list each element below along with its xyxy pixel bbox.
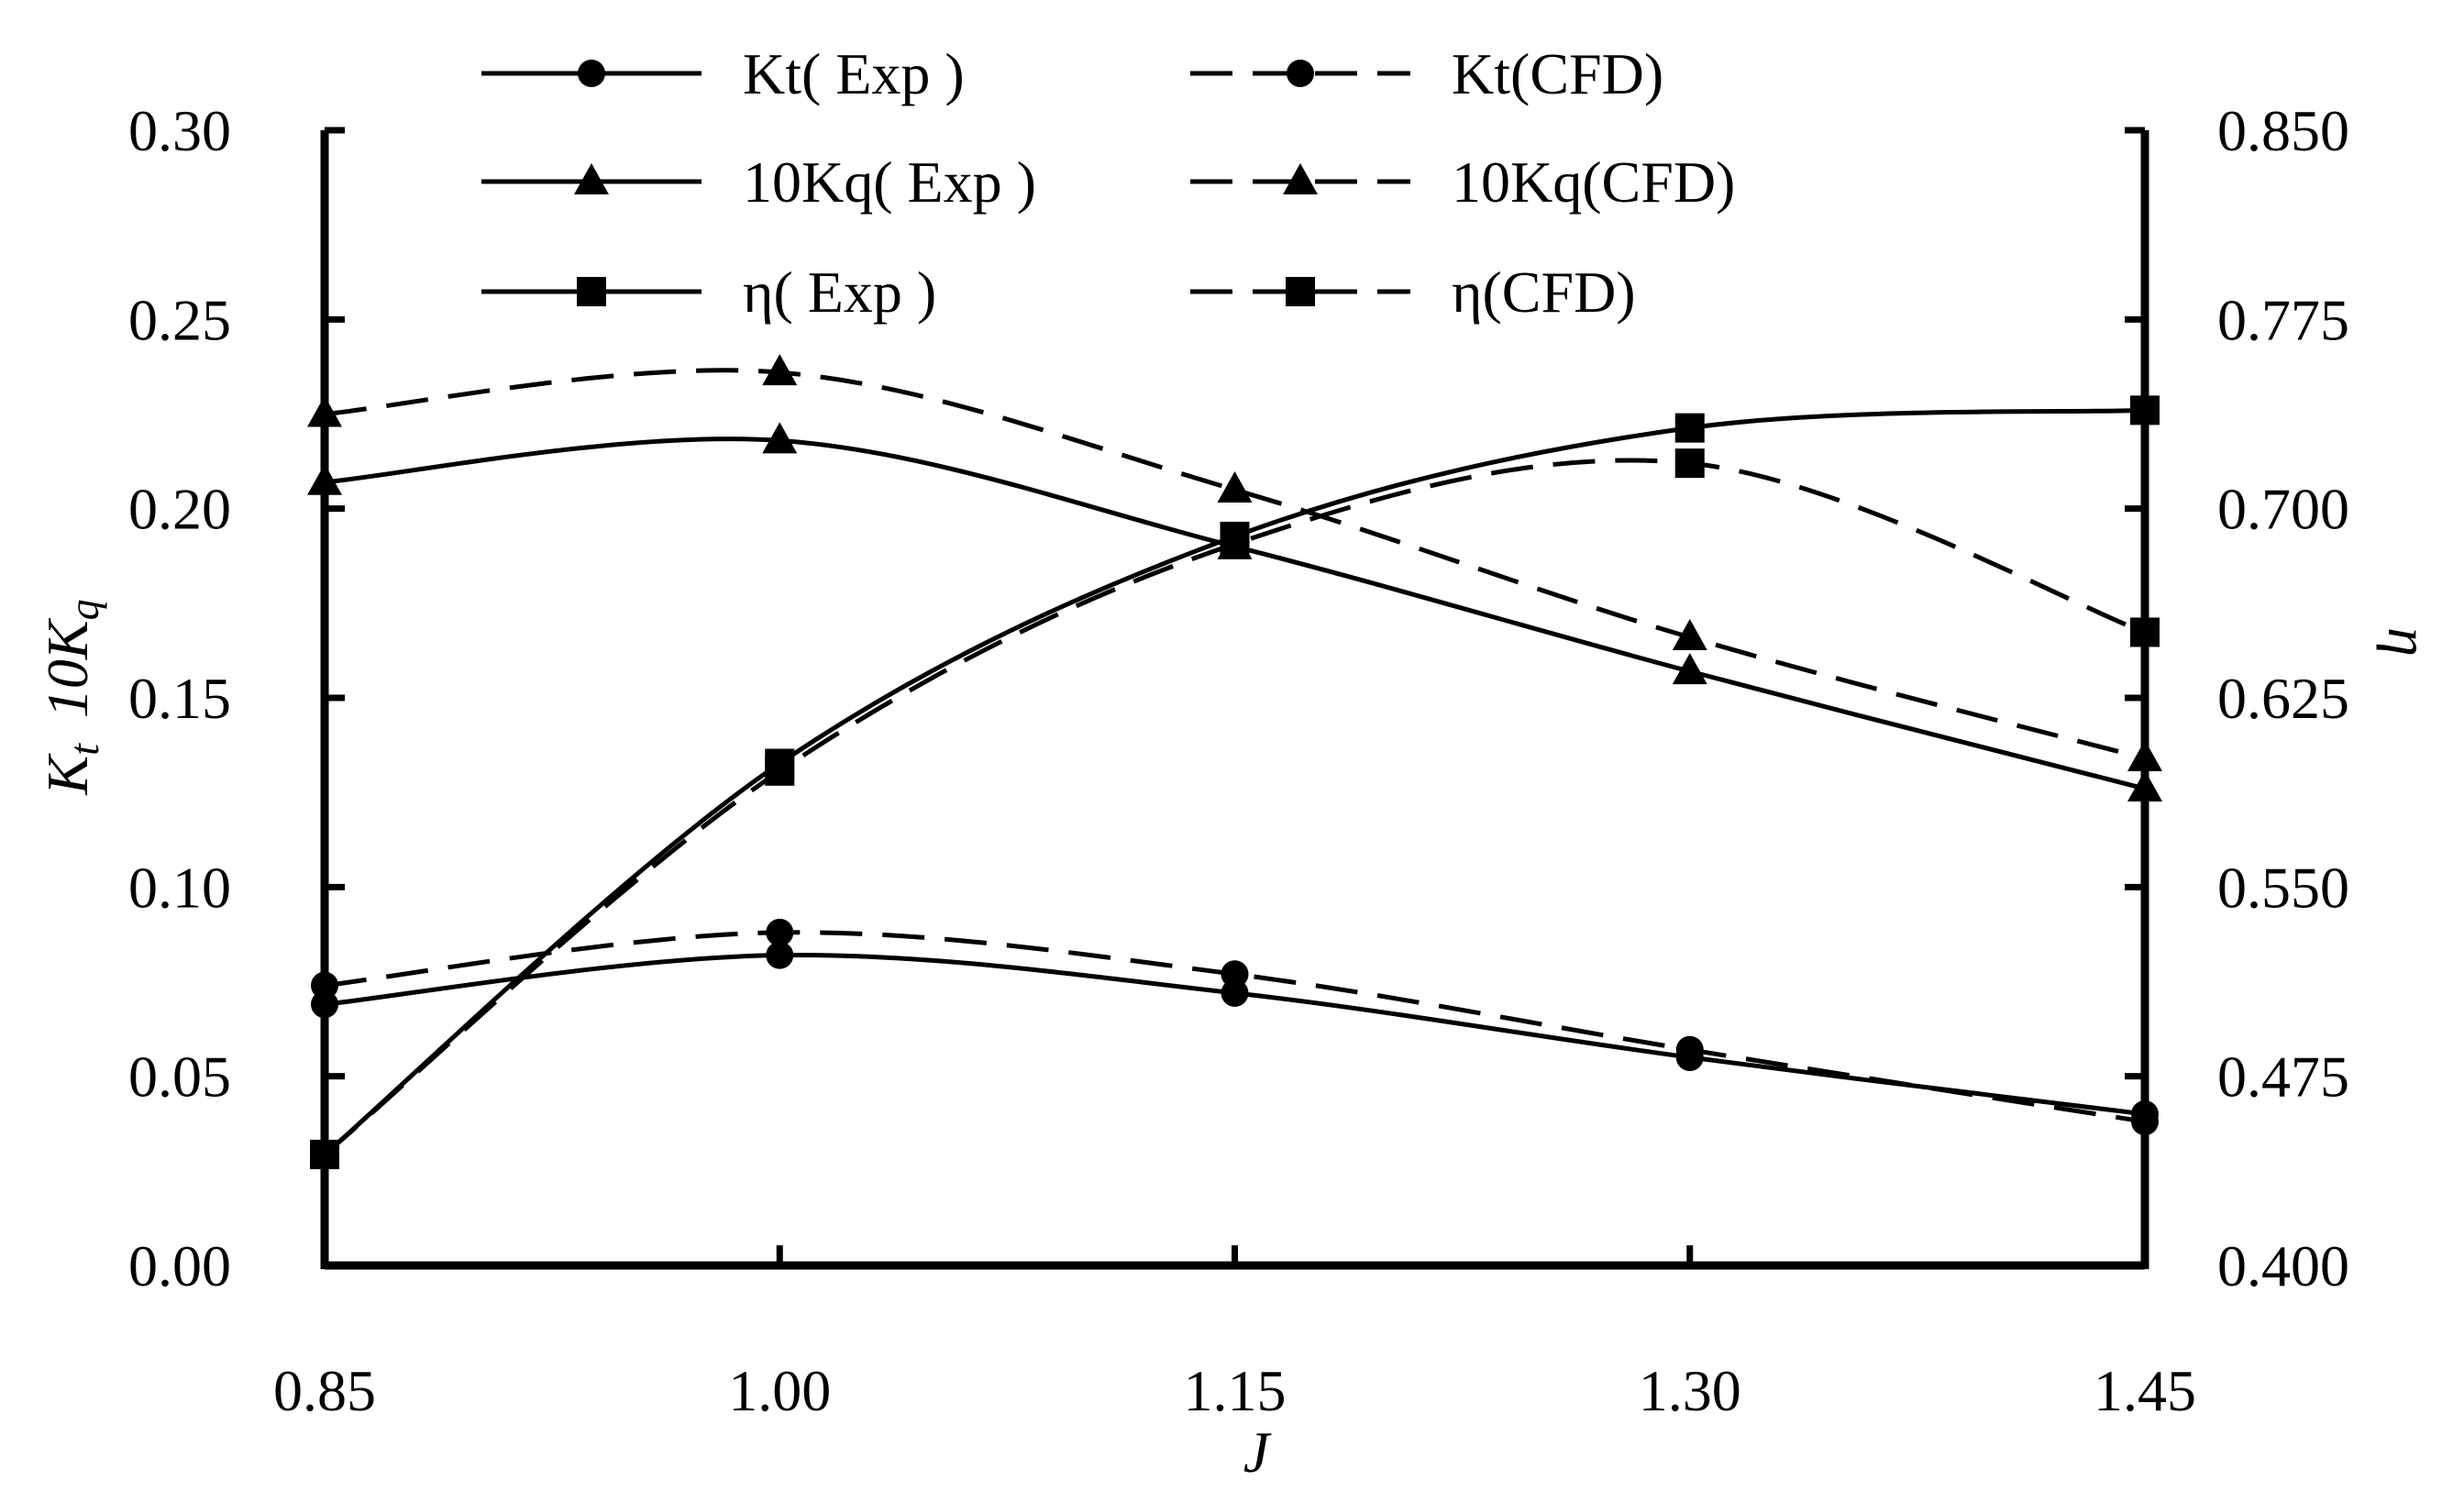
left-axis-title-kt-sub: t bbox=[61, 743, 107, 756]
data-point bbox=[2127, 740, 2162, 772]
y-left-tick-label: 0.05 bbox=[128, 1044, 231, 1110]
data-point bbox=[311, 971, 338, 1000]
y-left-tick-label: 0.00 bbox=[128, 1233, 231, 1299]
y-right-tick-label: 0.700 bbox=[2217, 477, 2349, 542]
legend-swatch-marker bbox=[1283, 163, 1318, 194]
data-point bbox=[2131, 1108, 2159, 1136]
data-point bbox=[1221, 978, 1249, 1007]
series-line bbox=[324, 368, 2146, 761]
legend-label: Kt( Exp ) bbox=[743, 41, 965, 106]
data-point bbox=[310, 1139, 339, 1169]
y-right-tick-label: 0.400 bbox=[2217, 1233, 2349, 1299]
y-left-tick-label: 0.20 bbox=[128, 477, 231, 542]
legend-swatch-marker bbox=[1287, 60, 1314, 87]
legend: Kt( Exp ) Kt(CFD) 10Kq( Exp ) 10Kq(CFD) η( E… bbox=[481, 41, 1735, 325]
data-point bbox=[762, 354, 798, 386]
legend-item: Kt(CFD) bbox=[1190, 41, 1663, 106]
data-point bbox=[2127, 770, 2162, 802]
series-5 bbox=[310, 448, 2160, 1169]
series-line bbox=[323, 407, 2146, 1156]
legend-item: 10Kq( Exp ) bbox=[481, 149, 1036, 215]
data-point bbox=[1674, 413, 1705, 443]
legend-label: 10Kq(CFD) bbox=[1452, 149, 1735, 215]
series-layer bbox=[307, 354, 2162, 1169]
legend-swatch-marker bbox=[578, 60, 605, 87]
x-tick-label: 1.45 bbox=[2094, 1358, 2196, 1423]
y-right-tick-label: 0.550 bbox=[2217, 855, 2349, 920]
legend-label: η( Exp ) bbox=[743, 260, 936, 325]
data-point bbox=[1675, 1035, 1704, 1064]
data-point bbox=[762, 422, 798, 454]
data-point bbox=[2130, 395, 2160, 425]
legend-label: η(CFD) bbox=[1452, 260, 1636, 325]
x-axis-title: J bbox=[1243, 1420, 1272, 1485]
left-axis-title: Kt 10Kq bbox=[35, 599, 107, 795]
data-point bbox=[765, 756, 795, 786]
x-tick-label: 1.30 bbox=[1639, 1358, 1741, 1423]
data-point bbox=[307, 463, 342, 495]
axes: 0.85 1.00 1.15 1.30 1.45 0.00 0.05 0.10 0.15 0.20… bbox=[128, 98, 2349, 1423]
legend-swatch-marker bbox=[577, 277, 606, 306]
y-right-tick-label: 0.850 bbox=[2217, 98, 2349, 163]
data-point bbox=[307, 395, 342, 427]
legend-label: 10Kq( Exp ) bbox=[743, 149, 1036, 215]
data-point bbox=[1217, 471, 1253, 503]
data-point bbox=[1220, 529, 1250, 559]
legend-label: Kt(CFD) bbox=[1452, 41, 1663, 106]
legend-item: 10Kq(CFD) bbox=[1190, 149, 1735, 215]
x-tick-label: 1.15 bbox=[1184, 1358, 1287, 1423]
data-point bbox=[1672, 618, 1707, 650]
data-point bbox=[1674, 448, 1705, 479]
data-point bbox=[1672, 653, 1707, 685]
legend-swatch-marker bbox=[574, 163, 609, 194]
y-left-tick-label: 0.25 bbox=[128, 287, 231, 352]
y-right-tick-label: 0.625 bbox=[2217, 666, 2349, 731]
y-left-tick-label: 0.15 bbox=[128, 666, 231, 731]
data-point bbox=[766, 918, 794, 946]
data-point bbox=[311, 990, 338, 1019]
left-axis-title-kt: K bbox=[35, 753, 100, 796]
series-4 bbox=[310, 395, 2160, 1169]
y-right-tick-label: 0.775 bbox=[2217, 287, 2349, 352]
series-3 bbox=[307, 354, 2162, 772]
right-axis-title: η bbox=[2376, 627, 2441, 657]
x-tick-label: 1.00 bbox=[728, 1358, 831, 1423]
legend-item: Kt( Exp ) bbox=[481, 41, 965, 106]
y-left-tick-label: 0.10 bbox=[128, 855, 231, 920]
x-tick-label: 0.85 bbox=[273, 1358, 376, 1423]
left-axis-title-kq-sub: q bbox=[61, 599, 107, 620]
data-point bbox=[2130, 617, 2160, 647]
data-point bbox=[1221, 960, 1249, 989]
y-right-tick-label: 0.475 bbox=[2217, 1044, 2349, 1110]
legend-item: η(CFD) bbox=[1190, 260, 1636, 325]
y-left-tick-label: 0.30 bbox=[128, 98, 231, 163]
series-line bbox=[323, 458, 2146, 1156]
legend-swatch-marker bbox=[1286, 277, 1315, 306]
legend-item: η( Exp ) bbox=[481, 260, 936, 325]
left-axis-title-kq: 10K bbox=[35, 617, 100, 718]
data-point bbox=[766, 941, 794, 969]
series-1 bbox=[311, 918, 2159, 1136]
